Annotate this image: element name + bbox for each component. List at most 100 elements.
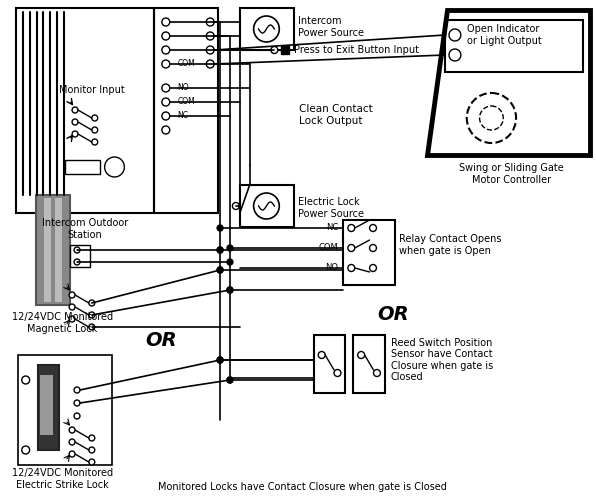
Circle shape bbox=[89, 324, 95, 330]
Text: 12/24VDC Monitored
Magnetic Lock: 12/24VDC Monitored Magnetic Lock bbox=[12, 312, 113, 334]
Circle shape bbox=[162, 112, 170, 120]
Circle shape bbox=[467, 93, 516, 143]
Circle shape bbox=[254, 16, 280, 42]
Circle shape bbox=[348, 264, 355, 272]
Bar bbox=[70, 245, 90, 267]
Text: NO: NO bbox=[325, 264, 339, 272]
Bar bbox=[38, 365, 59, 450]
Text: Intercom
Power Source: Intercom Power Source bbox=[298, 16, 364, 38]
Text: NC: NC bbox=[326, 224, 339, 232]
Circle shape bbox=[162, 126, 170, 134]
Circle shape bbox=[21, 376, 30, 384]
Circle shape bbox=[334, 370, 341, 376]
Circle shape bbox=[72, 131, 78, 137]
Circle shape bbox=[370, 224, 377, 232]
Text: Reed Switch Position
Sensor have Contact
Closure when gate is
Closed: Reed Switch Position Sensor have Contact… bbox=[391, 338, 493, 382]
Circle shape bbox=[89, 312, 95, 318]
Circle shape bbox=[227, 245, 233, 251]
Circle shape bbox=[480, 106, 503, 130]
Text: Clean Contact
Lock Output: Clean Contact Lock Output bbox=[299, 104, 372, 126]
Circle shape bbox=[227, 377, 233, 383]
Text: Press to Exit Button Input: Press to Exit Button Input bbox=[294, 45, 419, 55]
Circle shape bbox=[89, 447, 95, 453]
Text: Swing or Sliding Gate
Motor Controller: Swing or Sliding Gate Motor Controller bbox=[459, 163, 564, 184]
Circle shape bbox=[374, 370, 380, 376]
Circle shape bbox=[227, 287, 233, 293]
Bar bbox=[240, 8, 294, 50]
Circle shape bbox=[74, 259, 80, 265]
Text: OR: OR bbox=[377, 306, 408, 324]
Text: 12/24VDC Monitored
Electric Strike Lock: 12/24VDC Monitored Electric Strike Lock bbox=[12, 468, 113, 489]
Circle shape bbox=[217, 247, 223, 253]
Circle shape bbox=[449, 29, 461, 41]
Circle shape bbox=[69, 451, 75, 457]
Circle shape bbox=[74, 400, 80, 406]
Circle shape bbox=[232, 202, 240, 209]
Text: COM: COM bbox=[178, 98, 195, 106]
Text: Monitored Locks have Contact Closure when gate is Closed: Monitored Locks have Contact Closure whe… bbox=[157, 482, 446, 492]
Bar bbox=[65, 160, 100, 174]
Circle shape bbox=[217, 267, 223, 273]
Bar bbox=[16, 8, 154, 213]
Circle shape bbox=[69, 292, 75, 298]
Bar bbox=[353, 335, 385, 393]
Circle shape bbox=[74, 387, 80, 393]
Circle shape bbox=[227, 259, 233, 265]
Circle shape bbox=[206, 18, 214, 26]
Text: Electric Lock
Power Source: Electric Lock Power Source bbox=[298, 197, 364, 218]
Text: COM: COM bbox=[319, 244, 339, 252]
Circle shape bbox=[69, 427, 75, 433]
Circle shape bbox=[348, 224, 355, 232]
Bar bbox=[55, 198, 62, 302]
Circle shape bbox=[162, 18, 170, 26]
Circle shape bbox=[72, 119, 78, 125]
Circle shape bbox=[89, 435, 95, 441]
Bar bbox=[36, 195, 70, 305]
Polygon shape bbox=[427, 10, 590, 155]
Circle shape bbox=[370, 264, 377, 272]
Circle shape bbox=[89, 300, 95, 306]
Circle shape bbox=[74, 413, 80, 419]
Text: Intercom Outdoor
Station: Intercom Outdoor Station bbox=[42, 218, 128, 240]
Circle shape bbox=[217, 225, 223, 231]
Circle shape bbox=[21, 446, 30, 454]
Circle shape bbox=[162, 84, 170, 92]
Circle shape bbox=[69, 316, 75, 322]
Circle shape bbox=[92, 127, 98, 133]
Circle shape bbox=[105, 157, 125, 177]
Text: Relay Contact Opens
when gate is Open: Relay Contact Opens when gate is Open bbox=[399, 234, 501, 256]
Circle shape bbox=[92, 115, 98, 121]
Circle shape bbox=[318, 352, 325, 358]
Circle shape bbox=[217, 247, 223, 253]
Circle shape bbox=[254, 193, 280, 219]
Bar bbox=[281, 46, 289, 54]
Circle shape bbox=[69, 439, 75, 445]
Circle shape bbox=[348, 244, 355, 252]
Circle shape bbox=[370, 244, 377, 252]
Bar bbox=[314, 335, 346, 393]
Bar bbox=[45, 198, 51, 302]
Text: Open Indicator
or Light Output: Open Indicator or Light Output bbox=[467, 24, 542, 46]
Bar bbox=[445, 20, 583, 72]
Bar bbox=[41, 375, 53, 435]
Circle shape bbox=[162, 32, 170, 40]
Text: NC: NC bbox=[178, 112, 189, 120]
Bar bbox=[154, 8, 218, 213]
Text: NO: NO bbox=[178, 84, 190, 92]
Bar bbox=[240, 185, 294, 227]
Circle shape bbox=[217, 267, 223, 273]
Circle shape bbox=[217, 357, 223, 363]
Circle shape bbox=[89, 459, 95, 465]
Circle shape bbox=[206, 46, 214, 54]
Circle shape bbox=[206, 32, 214, 40]
Circle shape bbox=[358, 352, 365, 358]
Bar bbox=[343, 220, 395, 285]
Circle shape bbox=[271, 46, 278, 54]
Circle shape bbox=[162, 60, 170, 68]
Circle shape bbox=[162, 46, 170, 54]
Circle shape bbox=[227, 287, 233, 293]
Circle shape bbox=[206, 60, 214, 68]
Bar bbox=[18, 355, 111, 465]
Text: OR: OR bbox=[145, 330, 176, 349]
Circle shape bbox=[227, 377, 233, 383]
